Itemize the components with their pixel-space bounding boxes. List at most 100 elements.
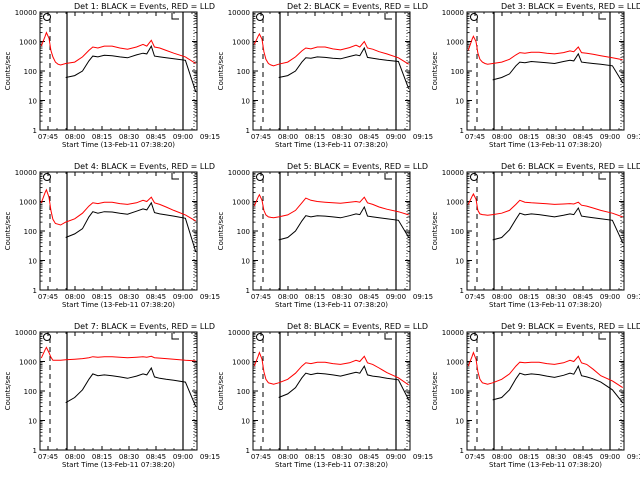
y-tick-label: 10000 [228,329,250,337]
x-tick-label: 09:00 [173,453,193,461]
panel-title: Det 4: BLACK = Events, RED = LLD [74,162,215,171]
x-tick-label: 08:00 [492,453,512,461]
bracket-marker [384,173,392,180]
panel-det-2: Det 2: BLACK = Events, RED = LLD 1 10 100 10… [217,2,433,149]
x-tick-label: 09:15 [627,293,640,301]
bracket-marker [171,13,179,20]
plot-frame [252,331,411,451]
x-tick-label: 08:00 [65,133,85,141]
y-axis-label: Counts/sec [217,212,225,251]
bracket-marker [598,333,606,340]
panel-det-7: Det 7: BLACK = Events, RED = LLD 1 10 100 10… [4,322,220,469]
x-tick-label: 08:00 [65,293,85,301]
x-axis-label: Start Time (13-Feb-11 07:38:20) [275,301,388,309]
x-tick-label: 08:00 [278,453,298,461]
x-tick-label: 07:45 [465,453,485,461]
y-tick-label: 10 [241,418,250,426]
y-tick-label: 100 [451,68,464,76]
y-tick-label: 10000 [442,169,464,177]
bracket-marker [598,13,606,20]
bracket-marker [171,333,179,340]
x-axis-label: Start Time (13-Feb-11 07:38:20) [489,461,602,469]
x-tick-label: 09:00 [386,133,406,141]
lld-series-line [40,188,196,226]
y-tick-label: 10000 [228,9,250,17]
x-axis-label: Start Time (13-Feb-11 07:38:20) [489,141,602,149]
plot-frame [39,11,198,131]
y-tick-label: 10000 [442,9,464,17]
x-tick-label: 07:45 [38,133,58,141]
y-tick-label: 1000 [232,199,250,207]
y-tick-label: 1 [33,287,37,295]
y-tick-label: 1000 [19,39,37,47]
y-axis-label: Counts/sec [4,52,12,91]
x-tick-label: 08:45 [359,133,379,141]
panel-det-9: Det 9: BLACK = Events, RED = LLD 1 10 100 10… [431,322,640,469]
x-tick-label: 09:15 [627,453,640,461]
y-tick-label: 100 [237,388,250,396]
x-tick-label: 08:45 [359,453,379,461]
y-tick-label: 100 [24,388,37,396]
panel-det-4: Det 4: BLACK = Events, RED = LLD 1 10 100 10… [4,162,220,309]
x-tick-label: 09:00 [600,293,620,301]
x-tick-label: 09:15 [200,133,220,141]
y-tick-label: 100 [451,228,464,236]
y-tick-label: 10000 [15,329,37,337]
plot-frame [39,331,198,451]
y-tick-label: 1000 [232,359,250,367]
y-tick-label: 1 [246,287,250,295]
panel-title: Det 1: BLACK = Events, RED = LLD [74,2,215,11]
lld-series-line [253,193,409,219]
x-tick-label: 08:30 [546,453,566,461]
x-tick-label: 08:15 [92,133,112,141]
y-tick-label: 10000 [15,9,37,17]
x-axis-label: Start Time (13-Feb-11 07:38:20) [62,141,175,149]
y-tick-label: 10 [28,258,37,266]
events-series-line [278,205,410,241]
y-tick-label: 1 [246,447,250,455]
x-tick-label: 08:00 [65,453,85,461]
x-tick-label: 08:45 [359,293,379,301]
y-tick-label: 10 [241,98,250,106]
x-tick-label: 07:45 [251,453,271,461]
circle-marker [256,333,264,341]
panel-title: Det 8: BLACK = Events, RED = LLD [287,322,428,331]
events-series-line [65,201,197,252]
y-tick-label: 1 [246,127,250,135]
x-tick-label: 07:45 [38,453,58,461]
lld-series-line [40,31,196,66]
x-tick-label: 08:15 [305,133,325,141]
x-tick-label: 08:15 [519,293,539,301]
y-tick-label: 100 [24,228,37,236]
y-tick-label: 100 [237,228,250,236]
events-series-line [65,366,197,407]
y-axis-label: Counts/sec [431,372,439,411]
x-tick-label: 09:00 [600,133,620,141]
circle-marker [43,13,51,21]
lld-series-line [253,351,409,386]
y-tick-label: 10 [455,98,464,106]
x-tick-label: 07:45 [465,293,485,301]
x-tick-label: 08:30 [332,293,352,301]
lld-series-line [467,192,623,218]
bracket-marker [598,173,606,180]
panel-title: Det 7: BLACK = Events, RED = LLD [74,322,215,331]
x-axis-label: Start Time (13-Feb-11 07:38:20) [275,141,388,149]
x-tick-label: 09:00 [386,293,406,301]
x-tick-label: 08:30 [119,453,139,461]
x-tick-label: 08:45 [573,453,593,461]
x-tick-label: 09:15 [413,453,433,461]
plot-frame [466,11,625,131]
y-tick-label: 1000 [19,359,37,367]
plot-frame [466,171,625,291]
events-series-line [65,44,197,92]
lld-series-line [467,351,623,389]
y-tick-label: 10000 [228,169,250,177]
bracket-marker [384,333,392,340]
events-series-line [278,46,410,89]
x-axis-label: Start Time (13-Feb-11 07:38:20) [62,301,175,309]
events-series-line [492,206,624,243]
circle-marker [43,333,51,341]
x-tick-label: 08:15 [92,453,112,461]
plot-frame [466,331,625,451]
